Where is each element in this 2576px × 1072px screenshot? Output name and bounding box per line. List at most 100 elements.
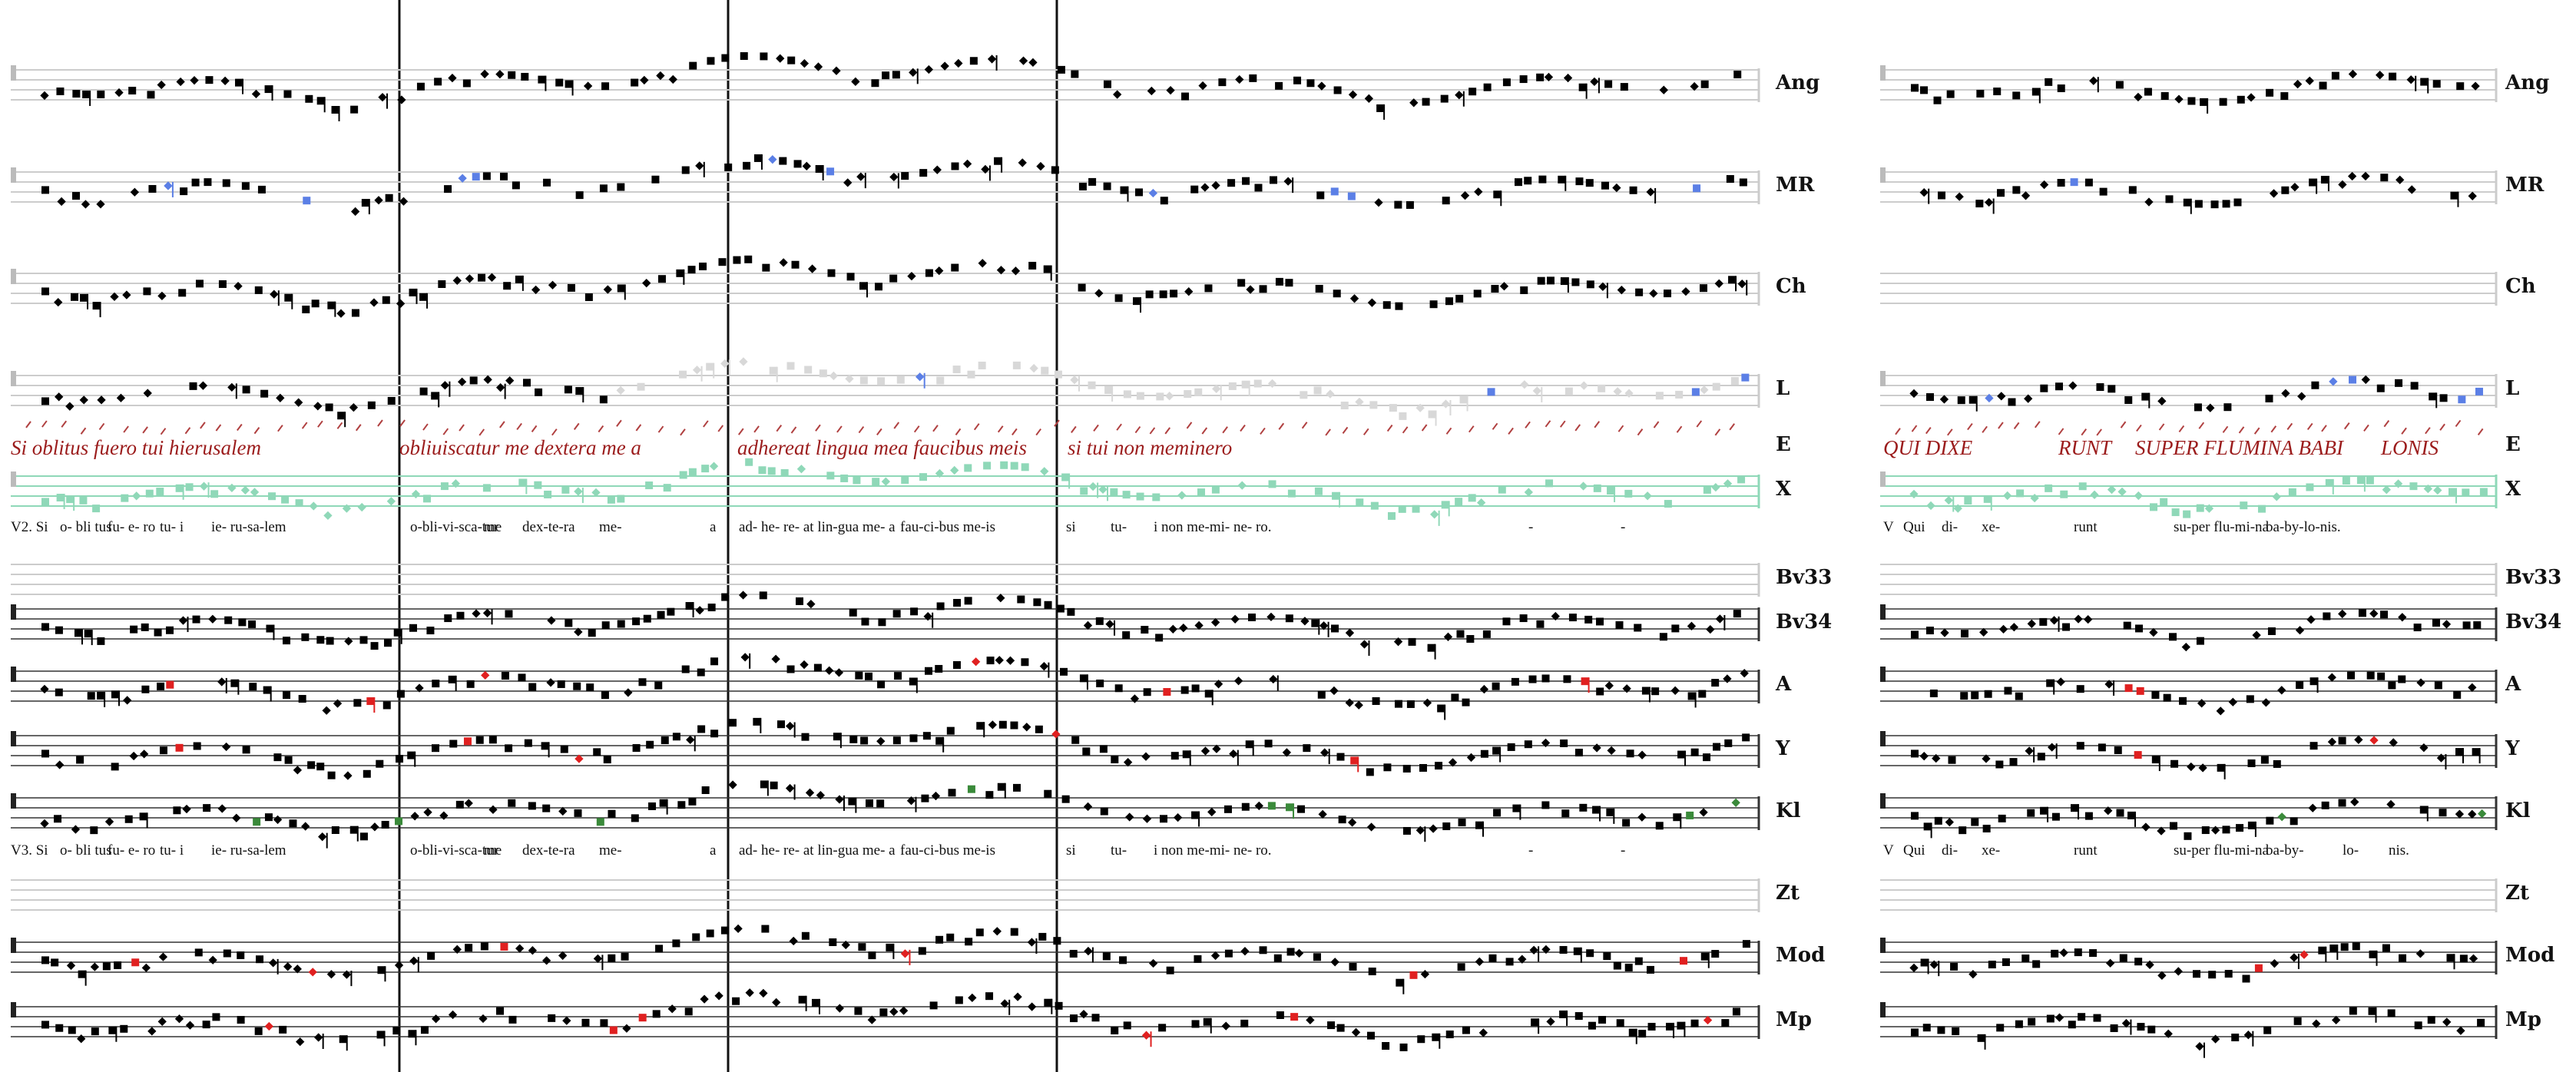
neume: [367, 401, 376, 409]
neume: [124, 815, 133, 823]
staff-label: MR: [2505, 174, 2545, 197]
neume: [2247, 93, 2256, 102]
neume: [1382, 1042, 1390, 1050]
neume: [111, 763, 119, 771]
neume: [1017, 595, 1025, 604]
neume: [1638, 1030, 1647, 1038]
neume: [848, 797, 856, 806]
neume: [877, 680, 886, 689]
neume: [1435, 762, 1443, 770]
neume: [1022, 723, 1031, 732]
manuscript-neume: [1492, 422, 1498, 430]
neume: [1130, 694, 1140, 703]
neume: [2134, 491, 2144, 501]
neume: [2217, 763, 2225, 772]
neume: [2449, 488, 2457, 496]
lyric-syllable: me-: [599, 842, 622, 859]
lyric-syllable: -: [1621, 842, 1625, 859]
neume: [351, 207, 360, 217]
manuscript-neume: [422, 423, 429, 431]
neume: [2181, 642, 2190, 652]
neume: [2436, 753, 2446, 763]
neume: [2388, 681, 2396, 690]
neume: [2107, 485, 2117, 495]
neume: [2293, 1017, 2302, 1025]
neume: [2171, 508, 2180, 517]
neume: [116, 393, 126, 402]
neume: [68, 1026, 76, 1034]
neume: [432, 744, 440, 753]
clef: [1880, 604, 1886, 620]
neume: [1166, 966, 1174, 974]
neume: [254, 1027, 263, 1035]
neume: [2399, 954, 2407, 962]
neume: [1911, 812, 1919, 820]
neume: [1173, 812, 1183, 822]
neume: [344, 637, 353, 646]
neume: [1165, 392, 1174, 401]
neume: [900, 949, 910, 958]
neume: [1240, 947, 1250, 956]
neume: [601, 621, 610, 630]
manuscript-neume: [1301, 422, 1308, 429]
neume: [1737, 280, 1747, 289]
neume: [1059, 667, 1068, 676]
neume: [457, 377, 467, 386]
neume: [478, 273, 486, 282]
neume: [382, 296, 390, 304]
neume: [2240, 501, 2248, 510]
manuscript-neume: [932, 425, 939, 432]
neume: [1462, 698, 1470, 706]
neume: [409, 624, 417, 632]
clef: [1880, 667, 1886, 682]
neume: [1985, 197, 1994, 207]
neume: [692, 933, 700, 941]
neume: [189, 382, 197, 390]
neume: [2349, 1007, 2357, 1015]
neume: [260, 389, 269, 398]
neume: [1538, 175, 1547, 184]
neume: [2305, 76, 2314, 85]
neume: [1340, 402, 1349, 410]
neume: [1584, 615, 1593, 624]
neume: [143, 287, 151, 296]
neume: [1269, 674, 1278, 684]
lyric-syllable: V: [1883, 519, 1894, 535]
neume: [1145, 290, 1154, 299]
neume: [2456, 1026, 2465, 1035]
neume: [889, 274, 898, 283]
neume: [1275, 81, 1283, 90]
neume: [1429, 300, 1438, 309]
neume: [672, 733, 680, 741]
neume: [2174, 94, 2184, 104]
neume: [832, 66, 841, 75]
neume: [632, 617, 641, 626]
neume: [622, 1024, 631, 1033]
neume: [1993, 88, 2002, 96]
neume: [1649, 289, 1658, 298]
neume: [1480, 749, 1488, 758]
neume: [721, 593, 730, 601]
neume: [1078, 182, 1087, 190]
neume: [955, 996, 963, 1004]
neume: [600, 1019, 608, 1027]
neume: [1259, 946, 1267, 955]
neume: [881, 477, 891, 486]
neume: [965, 938, 973, 946]
neume: [825, 666, 834, 675]
manuscript-neume: [253, 427, 260, 435]
neume: [448, 1010, 458, 1020]
manuscript-neume: [703, 420, 709, 428]
neume: [1541, 738, 1551, 748]
neume: [2423, 484, 2432, 494]
neume: [1166, 85, 1175, 95]
neume: [1578, 83, 1587, 91]
neume: [1498, 485, 1506, 494]
neume: [427, 951, 435, 960]
neume: [1468, 88, 1477, 96]
neume: [426, 627, 435, 635]
neume: [432, 680, 440, 688]
neume: [208, 955, 217, 964]
neume: [2369, 609, 2379, 618]
neume: [916, 372, 925, 382]
